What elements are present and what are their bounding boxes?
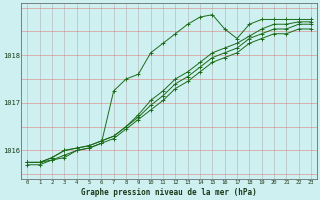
X-axis label: Graphe pression niveau de la mer (hPa): Graphe pression niveau de la mer (hPa): [81, 188, 257, 197]
